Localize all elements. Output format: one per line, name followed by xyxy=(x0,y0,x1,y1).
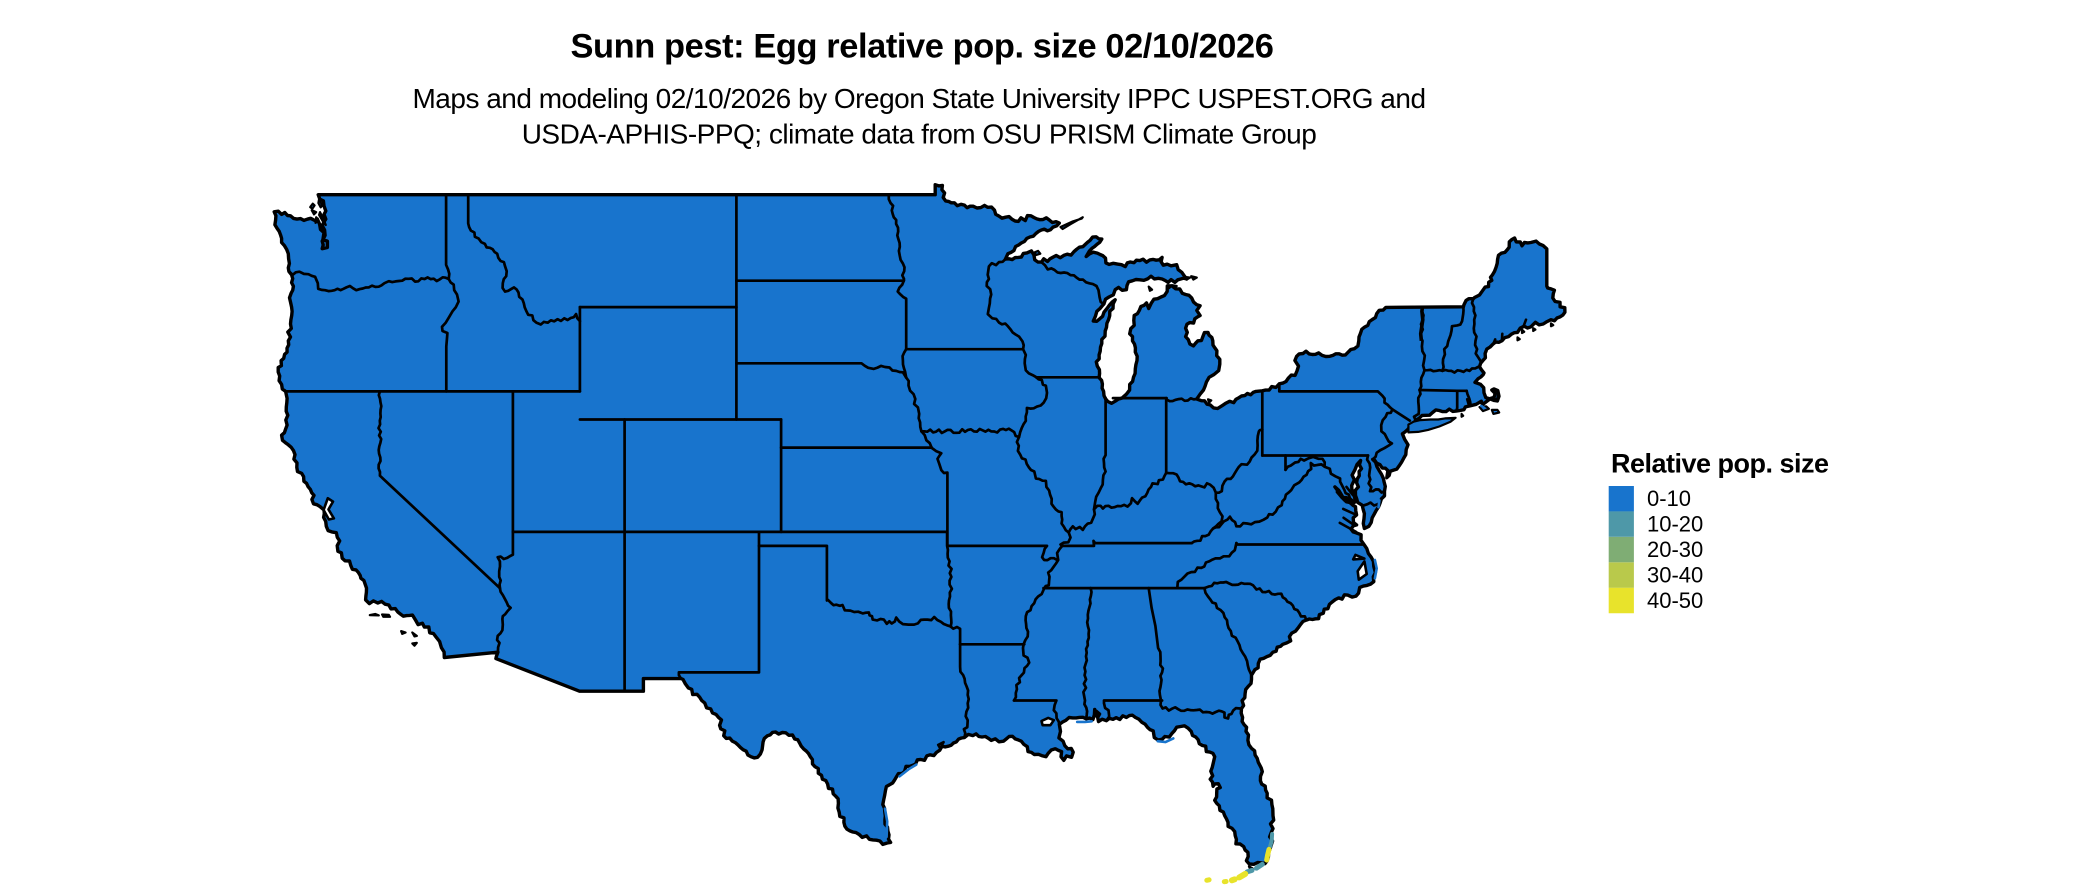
svg-text:0-10: 0-10 xyxy=(1647,486,1691,511)
svg-text:Sunn pest: Egg relative pop. s: Sunn pest: Egg relative pop. size 02/10/… xyxy=(571,28,1274,66)
svg-text:Relative pop. size: Relative pop. size xyxy=(1611,449,1829,479)
svg-text:30-40: 30-40 xyxy=(1647,563,1703,588)
svg-text:20-30: 20-30 xyxy=(1647,537,1703,562)
svg-text:USDA-APHIS-PPQ; climate data f: USDA-APHIS-PPQ; climate data from OSU PR… xyxy=(522,119,1317,150)
svg-text:10-20: 10-20 xyxy=(1647,512,1703,537)
svg-text:Maps and modeling 02/10/2026 b: Maps and modeling 02/10/2026 by Oregon S… xyxy=(412,83,1425,114)
svg-text:40-50: 40-50 xyxy=(1647,588,1703,613)
